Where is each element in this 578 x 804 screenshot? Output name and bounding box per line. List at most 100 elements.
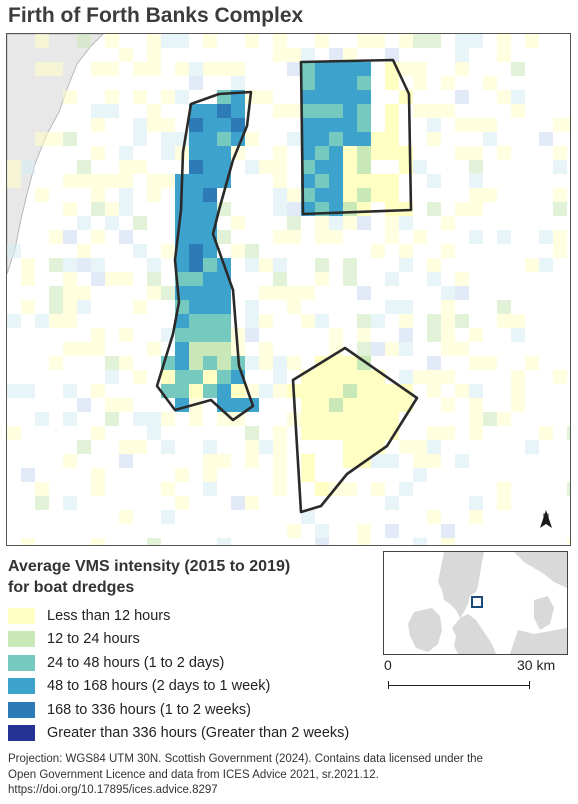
vms-cell	[119, 398, 133, 412]
vms-cell	[329, 216, 343, 230]
vms-cell	[7, 426, 21, 440]
vms-cell	[273, 160, 287, 174]
west-bank-boundary[interactable]	[155, 90, 255, 422]
vms-cell	[497, 496, 511, 510]
vms-cell	[357, 146, 371, 160]
vms-cell	[147, 104, 161, 118]
vms-cell	[427, 314, 441, 328]
vms-cell	[189, 216, 203, 230]
vms-cell	[329, 188, 343, 202]
vms-cell	[315, 146, 329, 160]
vms-cell	[119, 356, 133, 370]
vms-cell	[343, 412, 357, 426]
vms-cell	[343, 216, 357, 230]
vms-cell	[399, 314, 413, 328]
vms-cell	[119, 510, 133, 524]
inset-norway	[514, 552, 567, 588]
vms-cell	[469, 356, 483, 370]
vms-cell	[427, 174, 441, 188]
vms-cell	[329, 384, 343, 398]
vms-cell	[455, 314, 469, 328]
south-bank-boundary[interactable]	[291, 346, 419, 514]
vms-cell	[147, 34, 161, 48]
map-panel[interactable]: N	[6, 33, 571, 546]
vms-cell	[343, 146, 357, 160]
vms-cell	[231, 496, 245, 510]
vms-cell	[49, 314, 63, 328]
vms-cell	[63, 272, 77, 286]
vms-cell	[77, 398, 91, 412]
vms-cell	[427, 356, 441, 370]
map-canvas[interactable]: N	[7, 34, 570, 545]
vms-cell	[315, 34, 329, 48]
vms-cell	[301, 132, 315, 146]
vms-cell	[91, 174, 105, 188]
vms-cell	[301, 76, 315, 90]
vms-cell	[371, 314, 385, 328]
vms-cell	[301, 160, 315, 174]
vms-cell	[525, 356, 539, 370]
vms-cell	[105, 370, 119, 384]
vms-cell	[217, 132, 231, 146]
vms-cell	[175, 496, 189, 510]
vms-cell	[105, 412, 119, 426]
vms-cell	[147, 538, 161, 545]
vms-cell	[427, 34, 441, 48]
vms-cell	[469, 328, 483, 342]
vms-cell	[273, 188, 287, 202]
vms-cell	[371, 174, 385, 188]
vms-cell	[273, 230, 287, 244]
vms-cell	[329, 62, 343, 76]
vms-cell	[147, 174, 161, 188]
vms-cell	[329, 76, 343, 90]
vms-cell	[385, 524, 399, 538]
vms-cell	[399, 244, 413, 258]
vms-cell	[427, 384, 441, 398]
legend-title: Average VMS intensity (2015 to 2019) for…	[8, 556, 378, 598]
vms-cell	[567, 482, 570, 496]
vms-cell	[273, 370, 287, 384]
vms-cell	[385, 132, 399, 146]
vms-cell	[105, 90, 119, 104]
vms-cell	[427, 510, 441, 524]
vms-cell	[91, 202, 105, 216]
northeast-bank-boundary[interactable]	[299, 58, 413, 216]
vms-cell	[357, 286, 371, 300]
vms-cell	[413, 160, 427, 174]
vms-cell	[35, 496, 49, 510]
vms-cell	[385, 384, 399, 398]
vms-cell	[245, 300, 259, 314]
vms-cell	[203, 286, 217, 300]
vms-cell	[567, 538, 570, 545]
vms-cell	[287, 132, 301, 146]
vms-cell	[7, 384, 21, 398]
vms-cell	[315, 426, 329, 440]
vms-cell	[315, 384, 329, 398]
vms-cell	[371, 412, 385, 426]
vms-cell	[217, 314, 231, 328]
vms-cell	[287, 188, 301, 202]
vms-cell	[161, 244, 175, 258]
vms-cell	[315, 62, 329, 76]
vms-cell	[287, 48, 301, 62]
vms-cell	[385, 188, 399, 202]
vms-cell	[161, 132, 175, 146]
vms-cell	[105, 398, 119, 412]
inset-locator-map[interactable]	[383, 551, 568, 655]
vms-cell	[203, 384, 217, 398]
vms-cell	[455, 62, 469, 76]
vms-cell	[329, 370, 343, 384]
vms-cell	[497, 34, 511, 48]
vms-cell	[119, 440, 133, 454]
vms-cell	[469, 496, 483, 510]
vms-cell	[287, 412, 301, 426]
vms-cell	[301, 286, 315, 300]
vms-cell	[175, 370, 189, 384]
vms-cell	[203, 104, 217, 118]
vms-cell	[189, 132, 203, 146]
vms-cell	[119, 202, 133, 216]
vms-cell	[455, 202, 469, 216]
vms-cell	[357, 76, 371, 90]
vms-cell	[315, 90, 329, 104]
vms-cell	[175, 384, 189, 398]
